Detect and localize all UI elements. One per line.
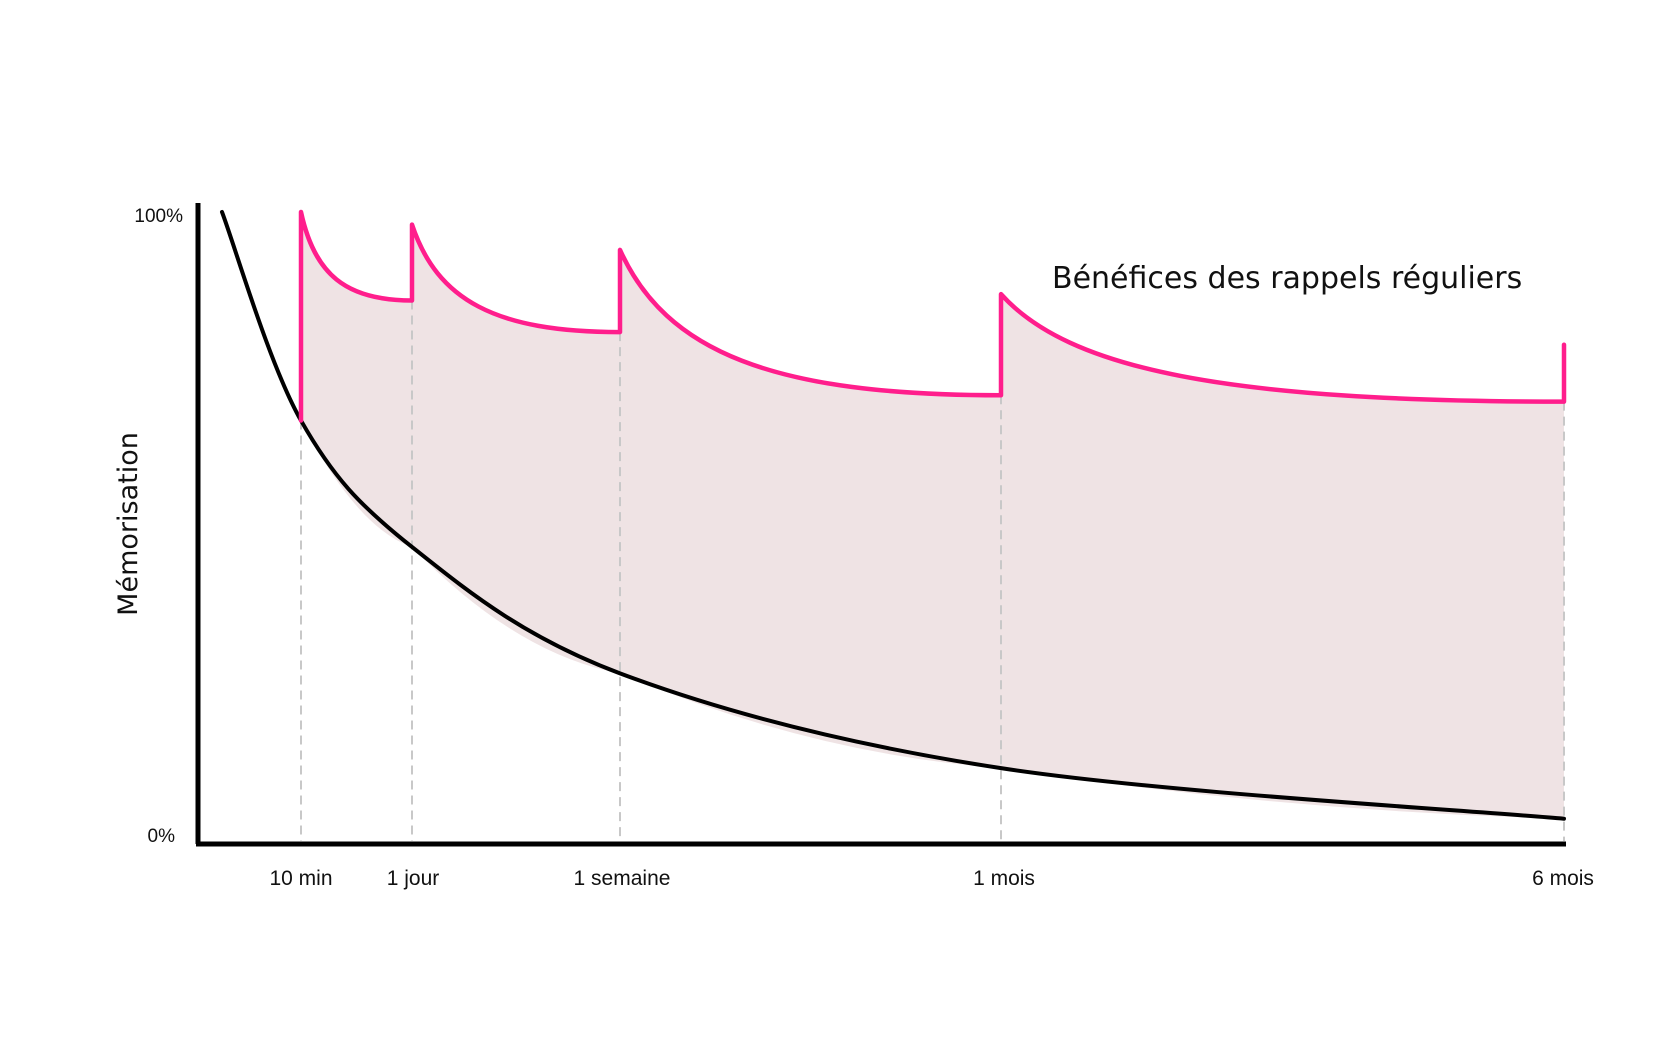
guide-lines-layer	[300, 300, 1565, 841]
x-tick-10-min: 10 min	[269, 867, 332, 890]
review-curve-line	[298, 209, 1567, 423]
benefit-area	[301, 212, 1564, 819]
y-tick-0: 0%	[148, 826, 176, 847]
benefit-area-layer	[301, 212, 1564, 819]
x-tick-1-jour: 1 jour	[387, 867, 440, 890]
curves-layer	[220, 209, 1567, 821]
benefit-annotation: Bénéfices des rappels réguliers	[1052, 261, 1522, 296]
x-tick-1-mois: 1 mois	[973, 867, 1035, 890]
y-axis-title: Mémorisation	[113, 432, 144, 616]
x-tick-6-mois: 6 mois	[1532, 867, 1594, 890]
y-tick-100: 100%	[134, 206, 183, 227]
x-tick-1-semaine: 1 semaine	[574, 867, 671, 890]
